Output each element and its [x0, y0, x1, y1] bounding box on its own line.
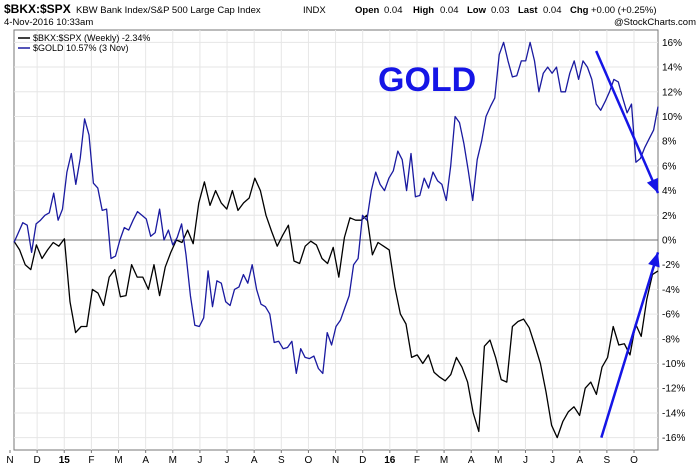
y-tick-label: 2%: [662, 211, 677, 222]
gold-series-line: [13, 41, 659, 375]
y-tick-label: -8%: [662, 334, 680, 345]
y-tick-label: -6%: [662, 310, 680, 321]
x-tick-label: M: [494, 455, 502, 466]
x-tick-label: S: [604, 455, 611, 466]
x-tick-label: F: [414, 455, 420, 466]
y-tick-label: 14%: [662, 63, 682, 74]
last-label: Last: [518, 5, 538, 16]
x-tick-label: F: [88, 455, 94, 466]
x-tick-label: O: [630, 455, 638, 466]
y-tick-label: -14%: [662, 408, 685, 419]
y-tick-label: -12%: [662, 384, 685, 395]
high-label: High: [413, 5, 434, 16]
x-tick-label: A: [251, 455, 258, 466]
x-tick-label: 15: [59, 455, 71, 466]
x-tick-label: 16: [384, 455, 396, 466]
x-tick-label: A: [576, 455, 583, 466]
x-tick-label: S: [278, 455, 285, 466]
y-tick-label: -2%: [662, 260, 680, 271]
x-tick-label: M: [114, 455, 122, 466]
x-tick-label: J: [225, 455, 230, 466]
x-tick-label: N: [6, 455, 13, 466]
x-tick-label: M: [440, 455, 448, 466]
low-label: Low: [467, 5, 487, 16]
legend-bkx: $BKX:$SPX (Weekly) -2.34%: [33, 33, 150, 43]
y-tick-label: 8%: [662, 137, 677, 148]
y-tick-label: 6%: [662, 161, 677, 172]
trend-arrow-line: [600, 251, 660, 439]
open-value: 0.04: [384, 5, 403, 16]
x-tick-label: A: [142, 455, 149, 466]
x-tick-label: N: [332, 455, 339, 466]
x-tick-label: M: [169, 455, 177, 466]
x-tick-label: D: [359, 455, 366, 466]
y-axis: 16% 14% 12% 10% 8% 6% 4% 2% 0% -2% -4% -6% -8% -10% -1…: [662, 38, 685, 444]
bkx-spx-series-line: [13, 177, 659, 439]
trend-arrow-head: [646, 177, 658, 194]
x-tick-label: O: [305, 455, 313, 466]
x-tick-label: D: [34, 455, 41, 466]
chg-value: +0.00 (+0.25%): [591, 5, 657, 16]
x-axis: N D 15 F M A M J J A S O N D 16 F M A M J J A S O: [6, 450, 638, 466]
open-label: Open: [355, 5, 379, 16]
high-value: 0.04: [440, 5, 459, 16]
y-tick-label: 4%: [662, 186, 677, 197]
legend-gold: $GOLD 10.57% (3 Nov): [33, 43, 129, 53]
chart-description: KBW Bank Index/S&P 500 Large Cap Index: [76, 5, 261, 16]
legend: $BKX:$SPX (Weekly) -2.34% $GOLD 10.57% (…: [18, 33, 150, 53]
trend-arrows: [595, 50, 660, 439]
y-tick-label: 12%: [662, 87, 682, 98]
trend-arrow-line: [595, 50, 660, 194]
chart-symbol: $BKX:$SPX: [4, 2, 71, 16]
quote-line: Open 0.04 High 0.04 Low 0.03 Last 0.04 C…: [355, 5, 657, 16]
y-tick-label: 0%: [662, 236, 677, 247]
chg-label: Chg: [570, 5, 589, 16]
x-tick-label: J: [197, 455, 202, 466]
y-tick-label: 10%: [662, 112, 682, 123]
y-tick-label: 16%: [662, 38, 682, 49]
y-tick-label: -10%: [662, 359, 685, 370]
chart-exchange: INDX: [303, 5, 326, 16]
x-tick-label: A: [468, 455, 475, 466]
gold-annotation: GOLD: [378, 61, 476, 99]
chart-date: 4-Nov-2016 10:33am: [4, 17, 93, 28]
y-tick-label: -4%: [662, 285, 680, 296]
source-credit: @StockCharts.com: [614, 17, 696, 28]
x-tick-label: J: [523, 455, 528, 466]
low-value: 0.03: [491, 5, 510, 16]
x-tick-label: J: [550, 455, 555, 466]
trend-arrow-head: [648, 252, 660, 268]
y-tick-label: -16%: [662, 433, 685, 444]
last-value: 0.04: [543, 5, 562, 16]
